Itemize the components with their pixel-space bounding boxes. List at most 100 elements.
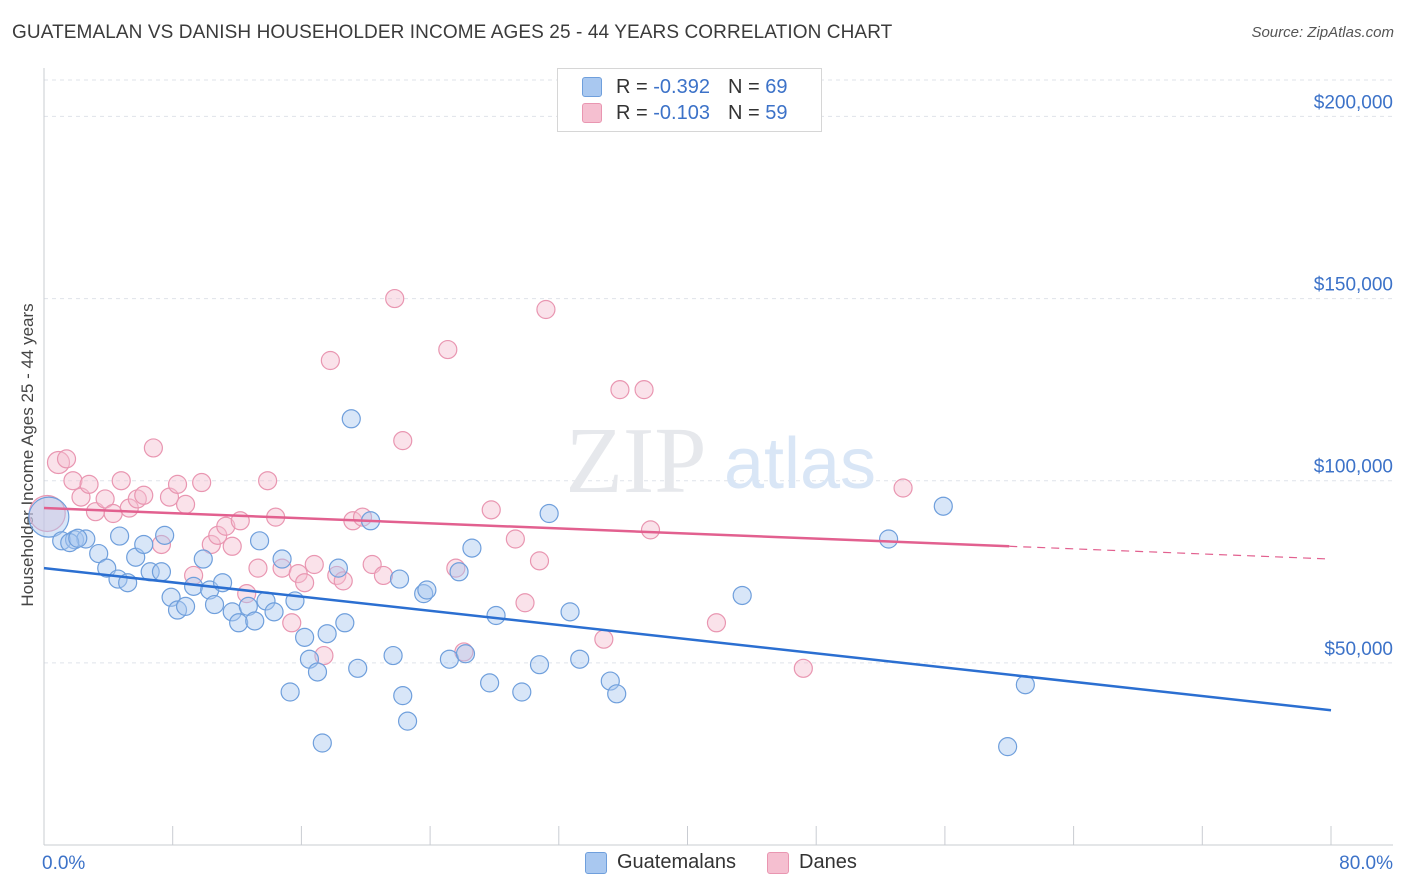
guatemalan-point — [341, 409, 361, 429]
danes-trend-line — [43, 506, 1010, 548]
dane-point — [536, 299, 556, 320]
guatemalans-swatch — [585, 851, 607, 874]
guatemalan-point — [439, 649, 460, 669]
dane-point — [143, 438, 163, 458]
dane-point — [295, 573, 315, 593]
guatemalan-point — [998, 737, 1018, 757]
y-tick-label: $50,000 — [1324, 639, 1393, 660]
dane-point — [216, 516, 236, 536]
guatemalan-point — [414, 584, 434, 604]
n-value: 69 — [765, 75, 788, 98]
dane-point — [481, 500, 501, 520]
guatemalan-point — [512, 682, 532, 702]
n-label: N = — [727, 101, 760, 124]
guatemalan-point — [348, 658, 368, 678]
r-label: R = — [616, 101, 648, 124]
guatemalan-point — [280, 682, 300, 702]
r-label: R = — [616, 75, 648, 98]
watermark-atlas: atlas — [724, 424, 876, 504]
n-value: 59 — [765, 101, 788, 124]
guatemalan-point — [455, 644, 476, 664]
guatemalan-point — [933, 496, 953, 516]
dane-point — [134, 485, 154, 505]
gridlines — [44, 79, 1393, 664]
tick-labels: $50,000 $100,000 $150,000 $200,000 0.0% 80.0% — [42, 92, 1393, 874]
guatemalan-point — [68, 528, 88, 548]
guatemalan-point — [462, 538, 482, 558]
guatemalan-point — [295, 627, 315, 647]
dane-point — [793, 658, 813, 678]
guatemalan-point — [193, 549, 213, 569]
dane-point — [175, 494, 196, 514]
r-value: -0.392 — [653, 75, 710, 98]
dane-point — [95, 489, 115, 509]
dane-point — [893, 478, 913, 498]
guatemalan-point — [449, 562, 469, 582]
x-tick-label: 0.0% — [42, 853, 85, 874]
n-label: N = — [727, 75, 760, 98]
dane-point — [314, 645, 334, 666]
guatemalan-point — [539, 503, 559, 524]
guatemalan-point — [417, 580, 437, 600]
dane-point — [258, 471, 278, 491]
dane-point — [385, 288, 405, 309]
guatemalan-point — [328, 558, 349, 578]
dane-point — [594, 629, 614, 649]
danes-swatch — [582, 103, 602, 123]
legend-row-danes: R = -0.103 N = 59 — [582, 100, 787, 126]
dane-point — [192, 472, 212, 493]
guatemalan-point — [397, 711, 418, 731]
guatemalan-point — [480, 673, 500, 693]
guatemalans-points — [28, 409, 1035, 757]
guatemalan-point — [76, 529, 96, 549]
guatemalan-point — [28, 496, 70, 538]
guatemalan-point — [389, 569, 410, 589]
guatemalan-point — [570, 649, 590, 669]
y-tick-label: $100,000 — [1314, 457, 1393, 478]
guatemalan-point — [732, 585, 752, 606]
dane-point — [505, 529, 525, 549]
y-tick-label: $200,000 — [1314, 92, 1393, 113]
legend-label-danes: Danes — [799, 851, 857, 873]
dane-point — [640, 520, 661, 540]
guatemalan-point — [245, 611, 265, 631]
legend-row-guatemalans: R = -0.392 N = 69 — [582, 74, 787, 100]
dane-point — [320, 350, 340, 371]
dane-point — [373, 565, 394, 586]
guatemalan-point — [307, 662, 328, 682]
guatemalan-point — [134, 534, 154, 555]
dane-point — [248, 558, 268, 578]
dane-point — [610, 380, 630, 400]
y-tick-label: $150,000 — [1314, 275, 1393, 296]
guatemalan-point — [272, 549, 292, 569]
dane-point — [127, 489, 147, 509]
chart-title: GUATEMALAN VS DANISH HOUSEHOLDER INCOME … — [12, 22, 893, 43]
watermark: ZIP atlas — [566, 409, 877, 513]
dane-point — [56, 449, 77, 469]
dane-point — [706, 613, 727, 633]
guatemalan-point — [264, 602, 284, 622]
dane-point — [634, 380, 654, 400]
dane-point — [515, 593, 535, 613]
dane-point — [167, 474, 188, 494]
dane-point — [111, 471, 131, 491]
guatemalan-point — [229, 613, 249, 633]
dane-point — [529, 551, 550, 571]
dane-point — [393, 431, 413, 451]
guatemalan-point — [335, 613, 355, 633]
legend-label-guatemalans: Guatemalans — [617, 851, 736, 873]
dane-point — [446, 558, 466, 578]
r-value: -0.103 — [653, 101, 710, 124]
guatemalan-point — [110, 526, 130, 546]
axes — [43, 68, 1393, 846]
danes-swatch — [767, 851, 789, 874]
dane-point — [304, 554, 324, 575]
dane-point — [333, 571, 353, 591]
legend-item-guatemalans[interactable]: Guatemalans — [585, 851, 736, 874]
dane-point — [222, 536, 242, 556]
guatemalan-point — [155, 525, 175, 545]
guatemalans-trend-line — [43, 566, 1332, 712]
guatemalan-point — [317, 624, 337, 644]
legend-item-danes[interactable]: Danes — [767, 851, 857, 874]
